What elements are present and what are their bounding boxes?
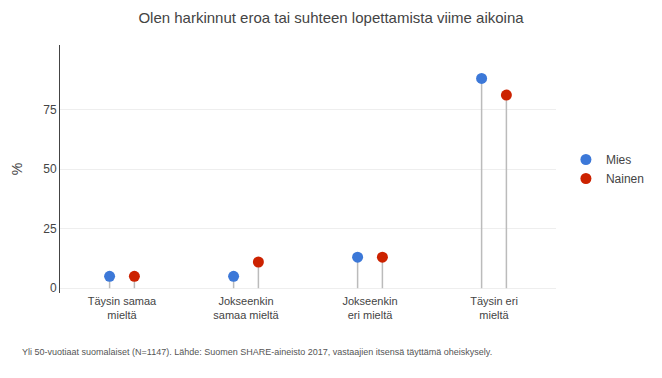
svg-text:Nainen: Nainen bbox=[606, 172, 644, 186]
svg-text:75: 75 bbox=[43, 103, 57, 117]
svg-text:Jokseenkinsamaa mieltä: Jokseenkinsamaa mieltä bbox=[213, 295, 279, 321]
svg-text:25: 25 bbox=[43, 222, 57, 236]
svg-text:Täysin samaamieltä: Täysin samaamieltä bbox=[88, 295, 157, 321]
svg-text:Täysin erimieltä: Täysin erimieltä bbox=[470, 295, 518, 321]
svg-text:Yli 50-vuotiaat suomalaiset (N: Yli 50-vuotiaat suomalaiset (N=1147). Lä… bbox=[22, 347, 492, 357]
svg-text:%: % bbox=[9, 163, 25, 175]
svg-text:0: 0 bbox=[50, 281, 57, 295]
svg-text:Jokseenkineri mieltä: Jokseenkineri mieltä bbox=[342, 295, 397, 321]
svg-text:50: 50 bbox=[43, 162, 57, 176]
svg-text:Olen harkinnut eroa tai suhtee: Olen harkinnut eroa tai suhteen lopettam… bbox=[138, 9, 524, 26]
svg-text:Mies: Mies bbox=[606, 153, 631, 167]
